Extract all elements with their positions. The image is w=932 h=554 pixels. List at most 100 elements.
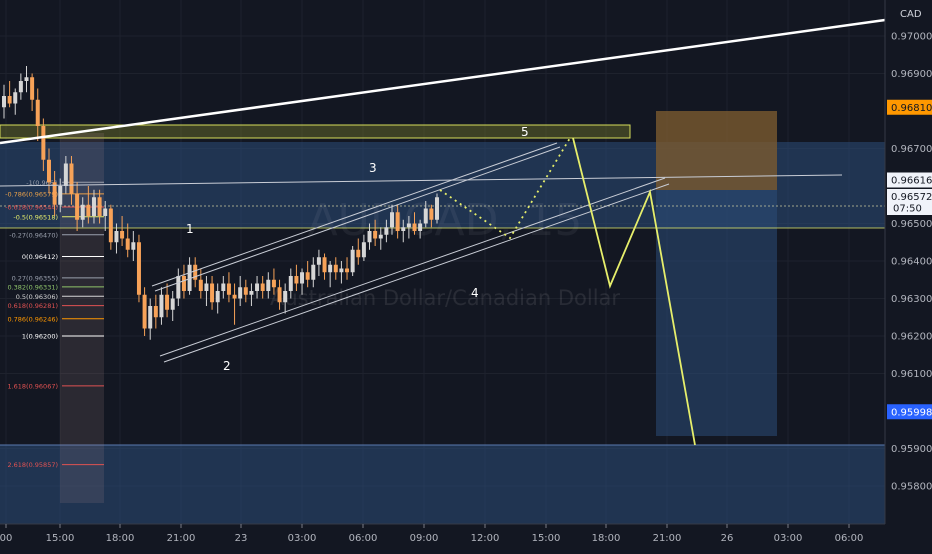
fib-level-label: 0.5(0.96306) xyxy=(16,293,58,301)
candle-body xyxy=(108,208,113,243)
candle-body xyxy=(136,242,141,295)
time-axis-label: 15:00 xyxy=(532,533,561,544)
time-axis-label: 06:00 xyxy=(349,533,378,544)
price-tag-label: 0.96572 xyxy=(891,192,932,203)
price-axis-label: 0.96700 xyxy=(891,144,932,155)
candle-body xyxy=(271,279,276,288)
candle-body xyxy=(277,287,282,303)
time-axis-label: 12:00 xyxy=(471,533,500,544)
time-axis-label: 21:00 xyxy=(167,533,196,544)
candle-body xyxy=(288,276,293,291)
candlestick-series xyxy=(2,66,439,340)
bar-countdown: 07:50 xyxy=(893,204,922,215)
candle-body xyxy=(384,227,389,235)
candle-body xyxy=(316,257,321,265)
candle-body xyxy=(266,279,271,291)
channel-upper-line[interactable] xyxy=(151,142,558,287)
channel-lower-line[interactable] xyxy=(159,177,666,357)
channel-upper-line-inner[interactable] xyxy=(154,146,561,292)
candle-body xyxy=(221,283,226,291)
channel-lower-line-inner[interactable] xyxy=(163,183,670,363)
time-axis-label: 26 xyxy=(721,533,734,544)
wave-label-5: 5 xyxy=(521,125,529,139)
price-axis-label: 0.96400 xyxy=(891,257,932,268)
fib-level-label: 0.618(0.96281) xyxy=(7,302,58,310)
candle-body xyxy=(75,193,80,220)
fib-level-label: -0.5(0.96518) xyxy=(13,213,58,221)
candle-body xyxy=(30,77,35,100)
candle-body xyxy=(125,238,130,250)
candle-body xyxy=(165,294,170,310)
candle-body xyxy=(210,283,215,303)
fib-level-label: -1(0.9661 xyxy=(26,179,58,187)
candle-body xyxy=(142,294,147,329)
candle-body xyxy=(356,249,361,258)
candle-body xyxy=(339,268,344,273)
candle-body xyxy=(91,197,96,216)
price-axis-label: 0.95900 xyxy=(891,444,932,455)
price-tag-box xyxy=(887,99,932,115)
time-axis-label: 23 xyxy=(235,533,248,544)
time-axis-label: 03:00 xyxy=(288,533,317,544)
candle-body xyxy=(361,242,366,258)
candle-body xyxy=(176,276,181,299)
candle-body xyxy=(215,291,220,303)
fib-level-label: 1.618(0.96067) xyxy=(7,382,58,390)
candle-body xyxy=(226,283,231,295)
fib-retracement[interactable]: -1(0.9661-0.786(0.96579)-0.618(0.96544)-… xyxy=(5,179,104,469)
candle-body xyxy=(193,264,198,280)
candle-body xyxy=(378,234,383,239)
time-axis-label: 18:00 xyxy=(106,533,135,544)
projection-path[interactable] xyxy=(572,137,696,446)
price-axis[interactable] xyxy=(885,0,932,550)
candle-body xyxy=(198,279,203,291)
candle-body xyxy=(114,231,119,243)
trend-line[interactable] xyxy=(0,18,886,145)
horizontal-ray[interactable] xyxy=(0,174,843,187)
candle-body xyxy=(390,212,395,228)
fib-level-label: -0.618(0.96544) xyxy=(5,204,58,212)
candle-body xyxy=(80,204,85,220)
candle-body xyxy=(328,264,333,273)
candle-body xyxy=(333,264,338,273)
time-axis-label: 09:00 xyxy=(410,533,439,544)
candle-body xyxy=(58,186,63,205)
candle-body xyxy=(153,306,158,318)
stop-zone[interactable] xyxy=(656,111,777,190)
candle-body xyxy=(2,96,6,108)
fib-level-label: 0.27(0.96355) xyxy=(12,274,58,282)
price-tag-box xyxy=(887,189,932,215)
price-axis-labels: 0.97000 0.96900 0.96700 0.96500 0.96400 0.963… xyxy=(891,32,932,493)
price-axis-label: 0.97000 xyxy=(891,32,932,43)
wave-label-3: 3 xyxy=(369,161,377,175)
candle-body xyxy=(401,227,406,231)
candle-body xyxy=(300,272,305,284)
demand-zone[interactable] xyxy=(0,445,885,535)
price-axis-label: 0.95800 xyxy=(891,482,932,493)
time-axis-label: 21:00 xyxy=(653,533,682,544)
price-axis-label: 0.96300 xyxy=(891,294,932,305)
candle-body xyxy=(406,223,411,228)
symbol-subtitle: Australian Dollar/Canadian Dollar xyxy=(270,286,620,310)
projection-dotted-path[interactable] xyxy=(439,137,571,240)
candle-body xyxy=(395,212,400,231)
time-axis-label: 18:00 xyxy=(592,533,621,544)
candle-body xyxy=(187,264,192,291)
time-axis-label: 00 xyxy=(0,533,12,544)
time-axis-labels: 00 15:00 18:00 21:00 23 03:00 06:00 09:00 12:00 1… xyxy=(0,524,863,544)
wave-label-4: 4 xyxy=(471,286,479,300)
time-axis-label: 06:00 xyxy=(835,533,864,544)
wave-label-1: 1 xyxy=(186,222,194,236)
price-tag-label: 0.95998 xyxy=(891,407,932,418)
target-zone[interactable] xyxy=(656,190,777,436)
fib-level-label: 0.786(0.96246) xyxy=(7,315,58,323)
time-axis[interactable] xyxy=(0,524,932,550)
candle-body xyxy=(423,208,428,224)
candle-body xyxy=(305,272,310,280)
time-axis-label: 15:00 xyxy=(46,533,75,544)
supply-zone[interactable] xyxy=(0,124,631,139)
fib-level-label: 1(0.96200) xyxy=(22,333,58,341)
